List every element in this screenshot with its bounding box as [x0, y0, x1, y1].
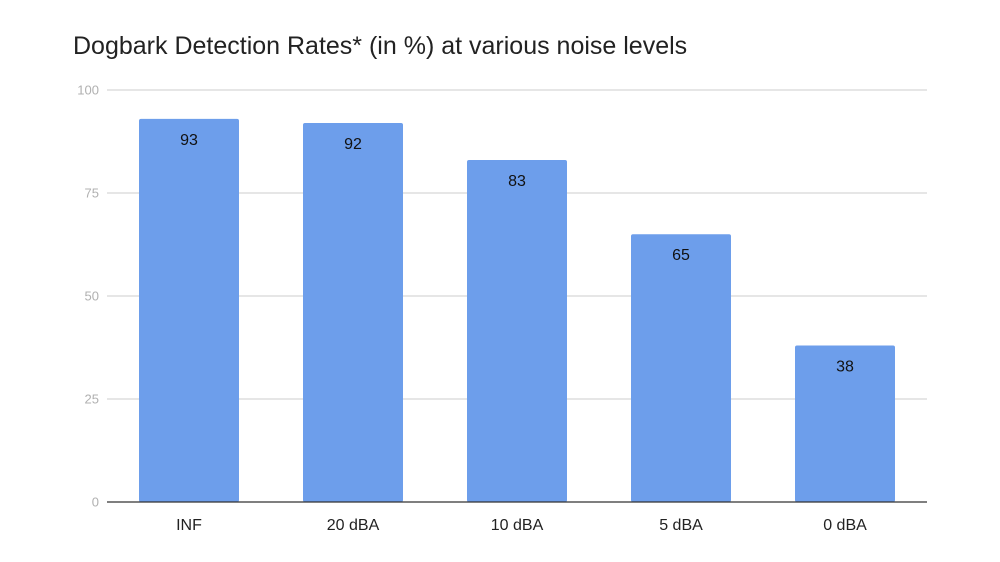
- y-tick-label: 75: [85, 186, 99, 201]
- chart-title: Dogbark Detection Rates* (in %) at vario…: [73, 32, 687, 60]
- x-tick-label: 10 dBA: [491, 517, 544, 534]
- bar: [139, 118, 239, 502]
- y-tick-label: 25: [85, 392, 99, 407]
- y-tick-label: 0: [92, 495, 99, 510]
- x-tick-label: 5 dBA: [659, 517, 703, 534]
- x-axis-ticks: INF 20 dBA 10 dBA 5 dBA 0 dBA: [176, 517, 867, 534]
- data-label: 65: [672, 247, 690, 264]
- data-label: 83: [508, 173, 526, 190]
- bar: [795, 345, 895, 502]
- bars: [139, 118, 895, 503]
- x-tick-label: INF: [176, 517, 202, 534]
- bar: [631, 234, 731, 502]
- x-tick-label: 20 dBA: [327, 517, 380, 534]
- y-axis-ticks: 0 25 50 75 100: [77, 83, 99, 510]
- bar: [467, 160, 567, 503]
- y-tick-label: 100: [77, 83, 99, 98]
- x-tick-label: 0 dBA: [823, 517, 867, 534]
- data-label: 38: [836, 358, 854, 375]
- bar: [303, 122, 403, 503]
- data-label: 92: [344, 136, 362, 153]
- y-tick-label: 50: [85, 289, 99, 304]
- data-labels: 93 92 83 65 38: [180, 132, 854, 376]
- data-label: 93: [180, 132, 198, 149]
